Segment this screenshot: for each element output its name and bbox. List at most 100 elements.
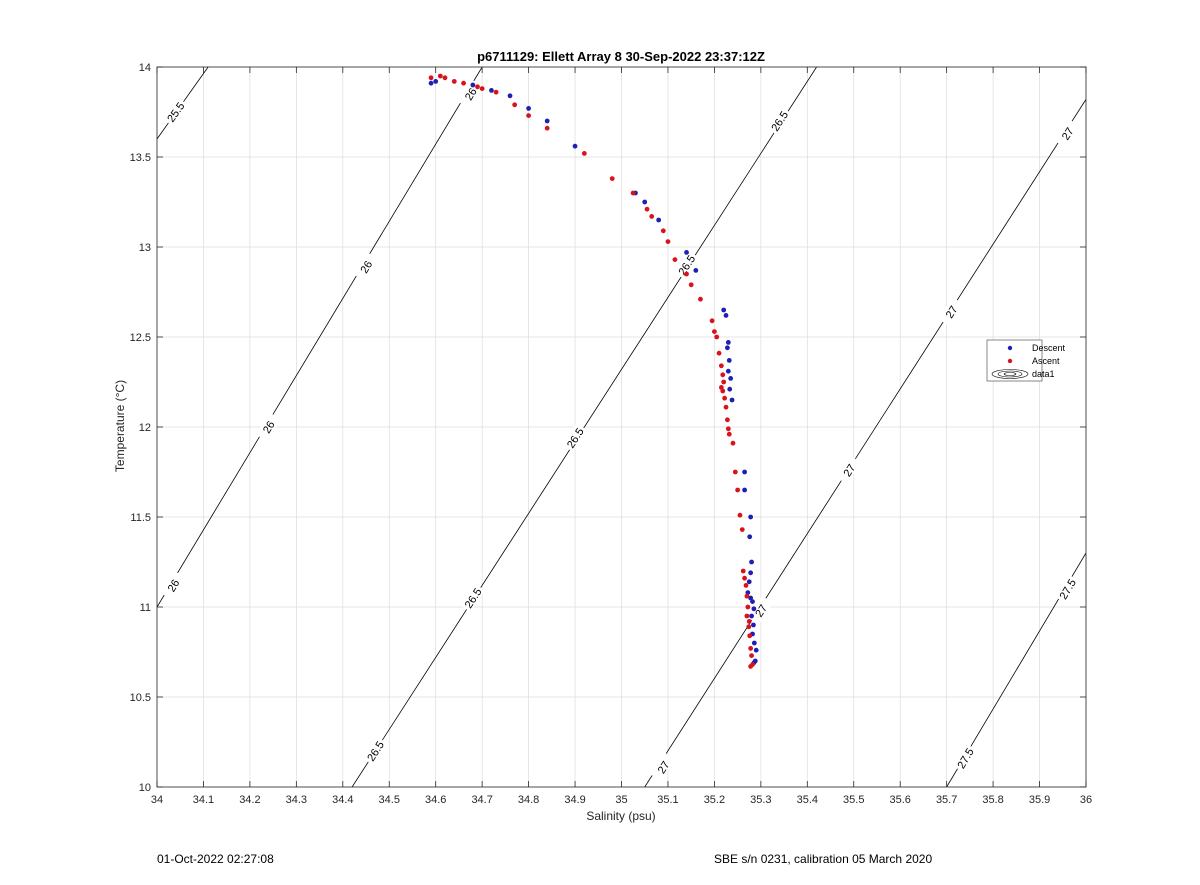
data-point-ascent xyxy=(714,334,720,340)
data-point-descent xyxy=(742,487,747,493)
x-tick-label: 35.2 xyxy=(704,794,725,806)
contour-label-group: 26 xyxy=(160,570,186,600)
data-point-ascent xyxy=(665,239,671,245)
data-point-ascent xyxy=(437,73,443,79)
contour-label-group: 27 xyxy=(1054,118,1080,148)
data-point-ascent xyxy=(725,426,731,432)
data-point-ascent xyxy=(726,431,732,437)
data-points xyxy=(428,73,759,669)
data-point-ascent xyxy=(720,372,726,378)
data-point-ascent xyxy=(737,512,743,518)
contour-label-bg xyxy=(362,736,388,766)
contour-label: 27 xyxy=(1060,126,1077,143)
chart-title: p6711129: Ellett Array 8 30-Sep-2022 23:… xyxy=(477,49,765,64)
data-point-ascent xyxy=(442,75,448,81)
data-point-ascent xyxy=(740,568,746,574)
data-point-descent xyxy=(745,590,751,595)
data-point-ascent xyxy=(732,469,738,475)
data-point-ascent xyxy=(672,257,678,262)
data-point-descent xyxy=(684,250,689,255)
data-point-ascent xyxy=(745,604,751,610)
data-point-ascent xyxy=(744,613,750,619)
y-tick-label: 14 xyxy=(139,62,151,74)
data-point-ascent xyxy=(493,89,499,95)
data-point-descent xyxy=(721,307,727,313)
x-tick-label: 34.3 xyxy=(286,794,307,806)
data-point-descent xyxy=(753,647,759,653)
data-point-descent xyxy=(747,534,753,540)
data-point-ascent xyxy=(720,388,726,394)
contour-label: 27 xyxy=(656,759,673,776)
y-tick-label: 12 xyxy=(139,422,151,434)
contour-label: 26 xyxy=(359,259,376,276)
data-point-ascent xyxy=(630,190,636,196)
data-point-ascent xyxy=(609,176,615,182)
legend-marker-ascent xyxy=(1007,358,1013,364)
data-point-ascent xyxy=(526,113,531,118)
data-point-ascent xyxy=(749,653,754,658)
y-tick-label: 10.5 xyxy=(130,692,151,704)
x-tick-label: 34.2 xyxy=(239,794,260,806)
data-point-descent xyxy=(725,340,731,345)
x-tick-label: 34.9 xyxy=(564,794,585,806)
contour-label-group: 27 xyxy=(836,455,862,485)
data-point-ascent xyxy=(716,350,722,356)
data-point-ascent xyxy=(479,86,485,91)
data-point-ascent xyxy=(688,282,694,288)
data-point-ascent xyxy=(747,633,753,639)
data-point-ascent xyxy=(718,363,724,369)
data-point-ascent xyxy=(739,527,745,532)
footer-timestamp: 01-Oct-2022 02:27:08 xyxy=(157,852,274,866)
y-tick-label: 12.5 xyxy=(130,332,151,344)
x-tick-label: 35.7 xyxy=(936,794,957,806)
contour-label: 26 xyxy=(261,419,278,436)
data-point-descent xyxy=(725,368,731,374)
data-point-descent xyxy=(507,93,513,99)
contour-label: 27 xyxy=(842,462,859,479)
data-point-ascent xyxy=(581,151,587,156)
data-point-descent xyxy=(748,570,754,576)
data-point-ascent xyxy=(712,329,717,334)
data-point-descent xyxy=(749,559,754,565)
contour-label-bg xyxy=(673,250,699,280)
contour-label-bg xyxy=(1054,574,1080,604)
contour-label-group: 27.5 xyxy=(952,743,978,773)
x-tick-label: 34 xyxy=(151,794,163,806)
data-point-ascent xyxy=(730,440,736,446)
contour-label: 26 xyxy=(463,86,480,103)
x-tick-label: 35.3 xyxy=(750,794,771,806)
data-point-ascent xyxy=(544,125,550,131)
data-point-ascent xyxy=(718,385,724,390)
contour-label-bg xyxy=(766,106,792,136)
data-point-ascent xyxy=(698,296,703,302)
contour-label-bg xyxy=(650,752,676,782)
x-tick-label: 34.6 xyxy=(425,794,446,806)
x-tick-label: 34.5 xyxy=(379,794,400,806)
contour-label-bg xyxy=(836,455,862,485)
contour-label-bg xyxy=(160,570,186,600)
data-point-descent xyxy=(746,579,752,585)
legend-label-data1: data1 xyxy=(1032,369,1055,379)
data-point-ascent xyxy=(512,102,518,108)
y-tick-label: 11.5 xyxy=(130,512,151,524)
data-point-descent xyxy=(727,386,733,392)
data-point-ascent xyxy=(725,417,730,423)
data-point-ascent xyxy=(722,395,728,401)
data-point-descent xyxy=(751,640,757,646)
contour-label-group: 26 xyxy=(353,252,378,282)
legend: Descent Ascent data1 xyxy=(986,339,1066,382)
contour-label-bg xyxy=(938,297,964,326)
contour-label-group: 27 xyxy=(747,595,773,625)
contour-label-group: 26 xyxy=(255,412,281,442)
data-point-descent xyxy=(433,79,439,84)
x-tick-label: 34.8 xyxy=(518,794,539,806)
data-point-descent xyxy=(726,358,732,363)
x-tick-label: 34.1 xyxy=(193,794,214,806)
y-axis-label: Temperature (°C) xyxy=(113,380,127,472)
y-tick-label: 11 xyxy=(140,602,151,614)
contour-line xyxy=(644,99,1086,787)
data-point-ascent xyxy=(746,624,752,630)
contour-label-group: 26.5 xyxy=(362,736,388,766)
data-point-ascent xyxy=(461,80,466,86)
contour-label-bg xyxy=(459,583,485,613)
